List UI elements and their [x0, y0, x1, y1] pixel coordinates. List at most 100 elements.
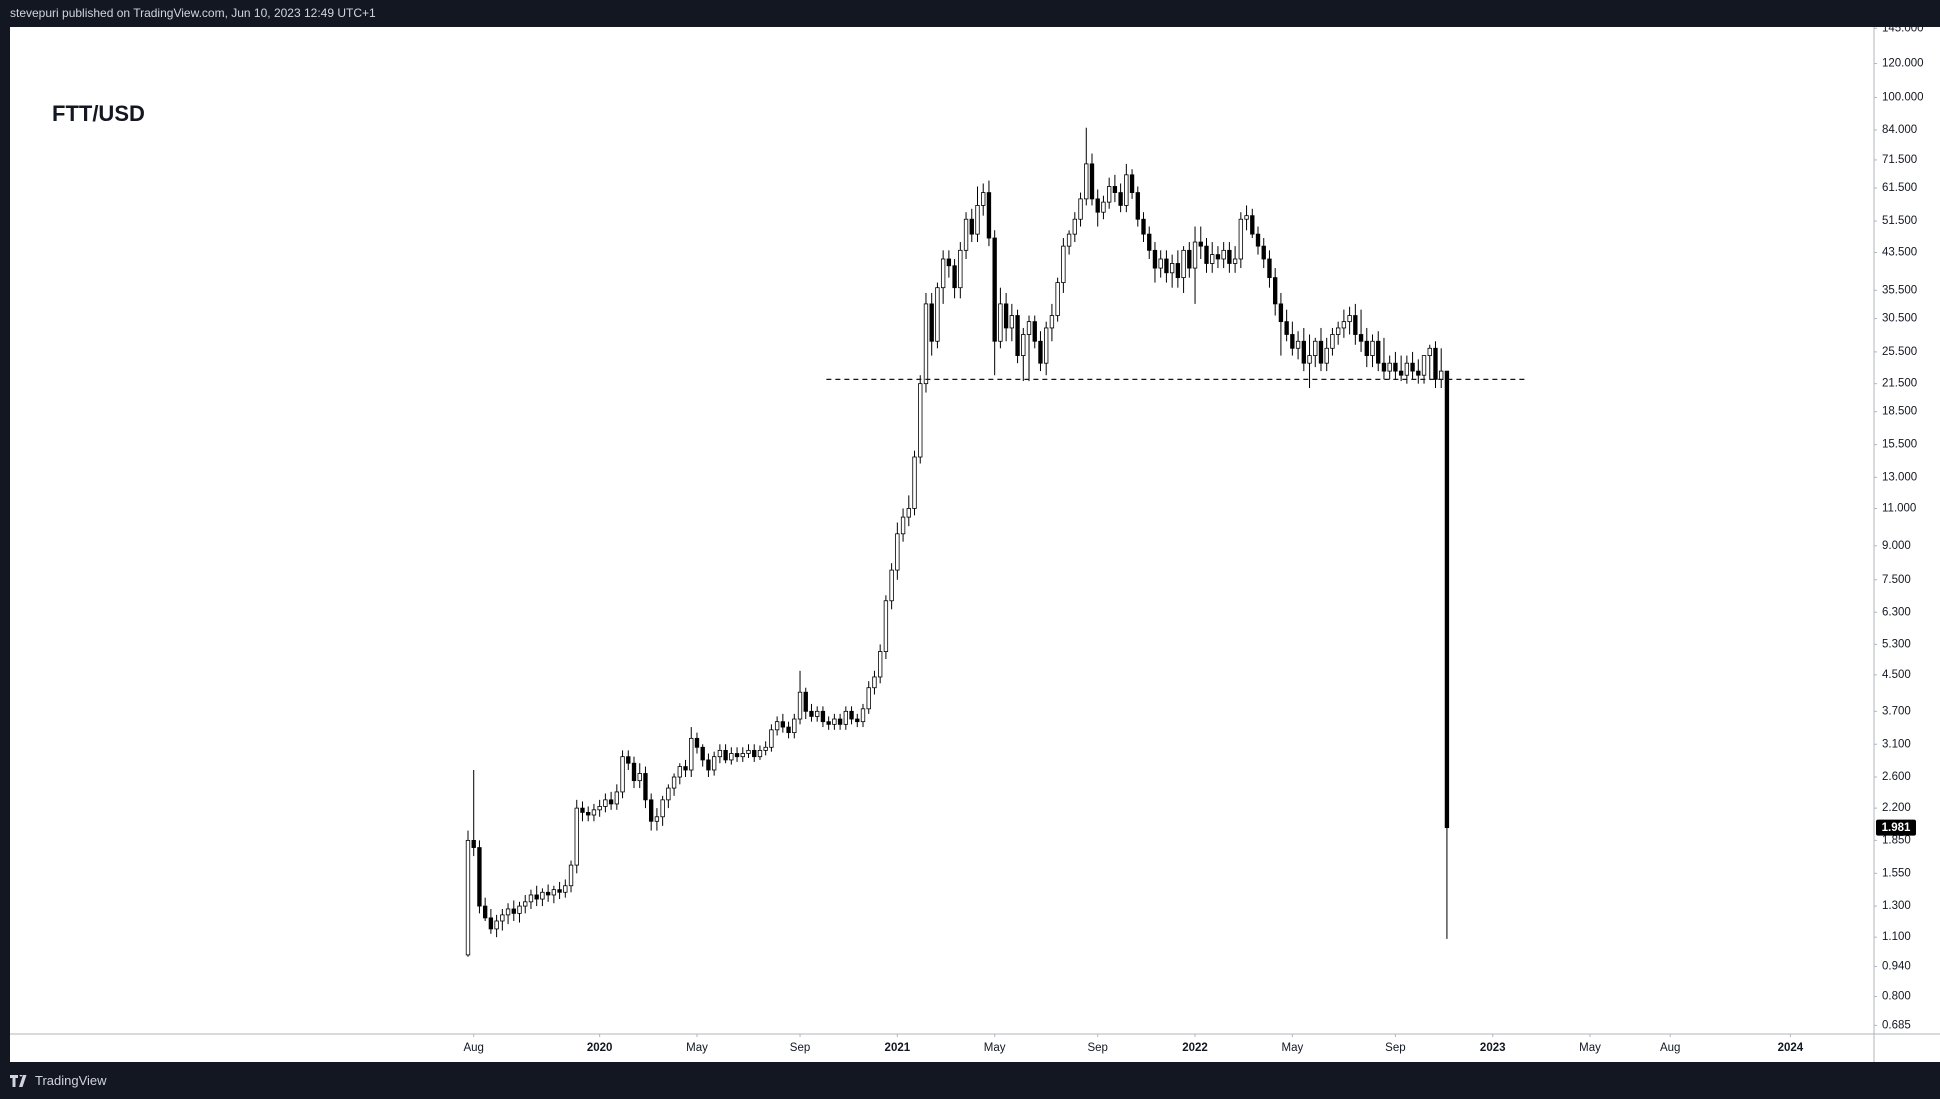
- candle-body: [586, 812, 591, 816]
- candle-body: [906, 508, 911, 518]
- candle-body: [1204, 245, 1209, 264]
- candle-body: [1364, 340, 1369, 356]
- candle-body: [494, 920, 499, 930]
- candle-body: [746, 749, 751, 754]
- candle-body: [614, 791, 620, 805]
- candle-body: [1038, 340, 1043, 364]
- y-tick-label: 13.000: [1882, 471, 1917, 483]
- y-tick-label: 100.000: [1882, 91, 1924, 103]
- candle-body: [1301, 340, 1306, 364]
- x-tick-label: Aug: [1660, 1042, 1680, 1054]
- candle-body: [471, 839, 476, 848]
- candle-body: [1421, 355, 1427, 376]
- last-price-label: 1.981: [1882, 822, 1911, 834]
- candle-body: [1164, 258, 1169, 274]
- candle-body: [832, 718, 837, 725]
- candle-body: [786, 726, 791, 734]
- header-text: stevepuri published on TradingView.com, …: [10, 6, 376, 20]
- candle-body: [975, 205, 980, 235]
- candle-body: [958, 249, 963, 289]
- candle-body: [563, 885, 568, 893]
- x-tick-label: Sep: [1385, 1042, 1405, 1054]
- last-price-badge: [1876, 819, 1916, 836]
- candle-body: [528, 894, 534, 903]
- candle-body: [929, 303, 934, 342]
- candle-body: [545, 891, 551, 896]
- footer: TradingView: [0, 1062, 1940, 1099]
- candle-body: [1313, 340, 1318, 356]
- candle-body: [900, 516, 906, 535]
- candle-body: [1032, 321, 1037, 342]
- candle-body: [1181, 249, 1186, 279]
- candle-body: [700, 746, 705, 761]
- candle-body: [1055, 282, 1060, 316]
- candle-body: [1095, 198, 1100, 213]
- candle-body: [1009, 315, 1015, 329]
- candle-body: [1353, 315, 1358, 335]
- candle-body: [757, 749, 763, 758]
- y-tick-label: 35.500: [1882, 284, 1917, 296]
- candle-body: [1118, 192, 1123, 206]
- y-tick-label: 5.300: [1882, 638, 1911, 650]
- candle-body: [1072, 218, 1077, 235]
- candle-body: [1232, 258, 1238, 264]
- candle-body: [1250, 215, 1255, 235]
- y-tick-label: 61.500: [1882, 182, 1917, 194]
- candle-body: [752, 749, 757, 758]
- y-tick-label: 25.500: [1882, 346, 1917, 358]
- candle-body: [763, 746, 768, 751]
- candle-body: [723, 749, 728, 761]
- candle-body: [1290, 334, 1295, 349]
- y-tick-label: 0.940: [1882, 960, 1911, 972]
- x-tick-label: Sep: [790, 1042, 810, 1054]
- candle-body: [580, 807, 585, 813]
- candle-body: [895, 533, 900, 571]
- candle-body: [1387, 362, 1392, 372]
- candle-body: [912, 456, 917, 509]
- candle-body: [1318, 340, 1324, 364]
- x-tick-label: 2020: [587, 1042, 613, 1054]
- candle-body: [1175, 263, 1181, 279]
- candle-body: [482, 905, 488, 919]
- candle-body: [1003, 303, 1009, 329]
- x-tick-label: 2024: [1778, 1042, 1804, 1054]
- y-tick-label: 1.550: [1882, 867, 1911, 879]
- candle-body: [557, 889, 562, 893]
- candle-body: [660, 799, 665, 818]
- y-tick-label: 1.100: [1882, 931, 1911, 943]
- candle-body: [837, 718, 843, 725]
- brand-logo: [10, 1074, 27, 1087]
- candle-body: [877, 651, 883, 678]
- candle-body: [1147, 233, 1152, 251]
- candle-body: [992, 237, 997, 342]
- candle-body: [1410, 362, 1415, 372]
- candle-body: [1026, 321, 1032, 335]
- candle-body: [923, 303, 929, 385]
- candle-body: [500, 914, 505, 922]
- candle-body: [1433, 347, 1438, 380]
- candle-body: [889, 569, 894, 602]
- candle-body: [940, 258, 946, 289]
- candle-body: [1273, 277, 1278, 305]
- x-tick-label: 2023: [1480, 1042, 1506, 1054]
- candle-body: [855, 718, 860, 723]
- candle-body: [1341, 321, 1347, 329]
- candle-body: [1335, 327, 1341, 335]
- candle-body: [488, 917, 494, 930]
- candle-body: [477, 847, 482, 907]
- candle-body: [1370, 340, 1375, 356]
- x-tick-label: 2021: [885, 1042, 911, 1054]
- candle-body: [1198, 241, 1203, 247]
- candle-body: [883, 600, 889, 652]
- candle-body: [969, 218, 974, 235]
- candle-body: [1061, 245, 1066, 283]
- candle-body: [523, 901, 528, 907]
- y-tick-label: 9.000: [1882, 540, 1911, 552]
- candle-body: [1192, 241, 1198, 269]
- candle-body: [849, 710, 854, 720]
- candle-body: [671, 776, 677, 789]
- candle-body: [797, 691, 803, 720]
- candle-body: [654, 816, 660, 822]
- candle-body: [1021, 334, 1026, 356]
- candle-body: [935, 287, 940, 342]
